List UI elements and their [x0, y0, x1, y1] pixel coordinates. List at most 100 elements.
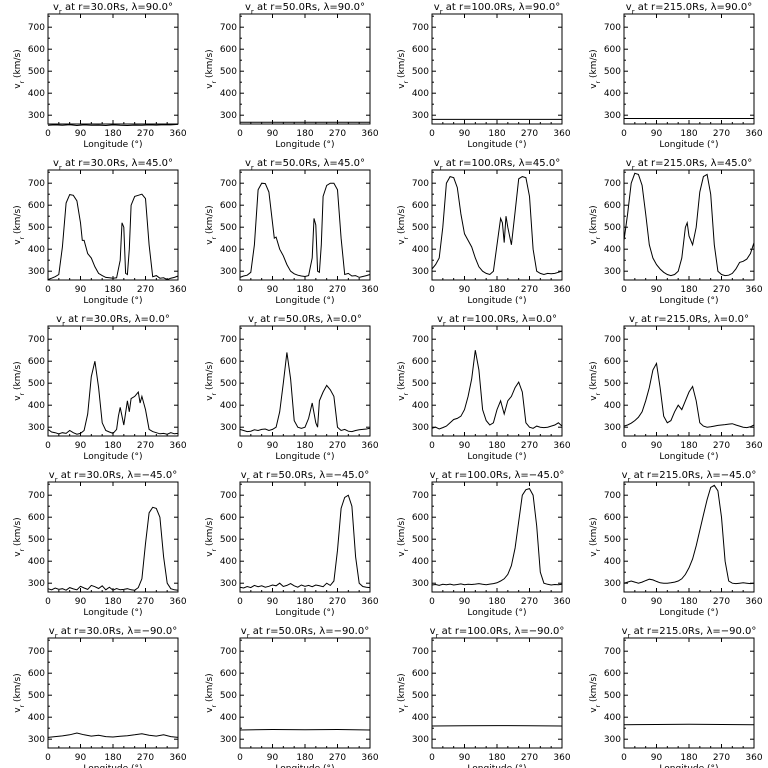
x-tick-label: 360 [361, 441, 378, 451]
x-tick-label: 360 [361, 129, 378, 139]
x-tick-label: 90 [75, 129, 87, 139]
x-tick-label: 360 [361, 597, 378, 607]
x-tick-label: 90 [459, 285, 471, 295]
y-axis-label: vr (km/s) [13, 517, 26, 556]
y-axis-label: vr (km/s) [589, 517, 602, 556]
y-tick-label: 700 [220, 335, 237, 345]
panel-r50.0-lat45.0: vr at r=50.0Rs, λ=45.0° 0 90 180 270 360 300 40… [205, 158, 379, 306]
x-tick-label: 360 [553, 753, 570, 763]
y-tick-label: 600 [604, 669, 621, 679]
plot-frame [47, 481, 179, 593]
x-tick-label: 360 [745, 441, 762, 451]
x-axis-label: Longitude (°) [275, 764, 334, 768]
plot-frame [239, 481, 371, 593]
y-tick-label: 500 [604, 67, 621, 77]
x-tick-label: 360 [745, 597, 762, 607]
x-tick-label: 360 [361, 753, 378, 763]
y-tick-label: 600 [412, 45, 429, 55]
x-tick-label: 180 [104, 129, 121, 139]
x-tick-label: 0 [45, 441, 51, 451]
x-axis-label: Longitude (°) [83, 140, 142, 150]
x-tick-label: 0 [45, 753, 51, 763]
series-line [47, 506, 179, 591]
plot-frame [623, 13, 755, 125]
y-tick-label: 600 [412, 513, 429, 523]
y-tick-label: 300 [412, 735, 429, 745]
y-tick-label: 600 [220, 669, 237, 679]
x-tick-label: 90 [459, 597, 471, 607]
x-tick-label: 0 [621, 753, 627, 763]
y-axis-label: vr (km/s) [397, 361, 410, 400]
y-tick-label: 500 [412, 223, 429, 233]
y-tick-label: 600 [604, 201, 621, 211]
y-tick-label: 600 [412, 201, 429, 211]
panel-title-text: at r=30.0Rs, λ=−45.0° [58, 470, 178, 481]
x-axis-label: Longitude (°) [83, 296, 142, 306]
y-axis-label: vr (km/s) [205, 49, 218, 88]
y-axis-label: vr (km/s) [397, 49, 410, 88]
x-tick-label: 270 [137, 441, 154, 451]
y-tick-label: 700 [28, 491, 45, 501]
y-tick-label: 400 [28, 89, 45, 99]
panel-title: vr at r=215.0Rs, λ=0.0° [629, 314, 749, 328]
y-tick-label: 700 [28, 647, 45, 657]
panel-title-text: at r=215.0Rs, λ=90.0° [635, 2, 753, 13]
plot-frame [239, 325, 371, 437]
panel-r50.0-lat−90.0: vr at r=50.0Rs, λ=−90.0° 0 90 180 270 360 300 4… [205, 626, 379, 768]
panel-title: vr at r=215.0Rs, λ=−90.0° [622, 626, 757, 640]
x-tick-label: 180 [296, 129, 313, 139]
x-axis-label: Longitude (°) [467, 452, 526, 462]
x-tick-label: 270 [713, 753, 730, 763]
y-axis-label: vr (km/s) [13, 49, 26, 88]
y-tick-label: 500 [220, 535, 237, 545]
x-tick-label: 0 [45, 285, 51, 295]
x-tick-label: 180 [104, 753, 121, 763]
y-tick-label: 700 [28, 23, 45, 33]
y-tick-label: 300 [412, 579, 429, 589]
panel-title: vr at r=100.0Rs, λ=45.0° [434, 158, 560, 172]
x-tick-label: 0 [429, 597, 435, 607]
y-tick-label: 500 [604, 223, 621, 233]
x-tick-label: 180 [488, 597, 505, 607]
plot-frame [431, 13, 563, 125]
x-tick-label: 90 [75, 285, 87, 295]
x-tick-label: 270 [521, 285, 538, 295]
panel-r100.0-lat90.0: vr at r=100.0Rs, λ=90.0° 0 90 180 270 360 300 4… [397, 2, 571, 150]
x-tick-label: 90 [651, 753, 663, 763]
y-axis-label: vr (km/s) [589, 361, 602, 400]
panel-title-text: at r=50.0Rs, λ=0.0° [257, 314, 362, 325]
panel-title: vr at r=100.0Rs, λ=0.0° [437, 314, 557, 328]
x-tick-label: 180 [296, 597, 313, 607]
y-tick-label: 300 [28, 579, 45, 589]
y-tick-label: 500 [604, 379, 621, 389]
x-tick-label: 180 [104, 441, 121, 451]
panel-title: vr at r=30.0Rs, λ=−45.0° [49, 470, 177, 484]
x-tick-label: 0 [237, 441, 243, 451]
x-tick-label: 0 [237, 753, 243, 763]
y-tick-label: 300 [220, 579, 237, 589]
panel-title: vr at r=50.0Rs, λ=−90.0° [241, 626, 369, 640]
x-tick-label: 360 [361, 285, 378, 295]
y-tick-label: 400 [220, 245, 237, 255]
x-axis-label: Longitude (°) [659, 764, 718, 768]
panel-title-text: at r=30.0Rs, λ=0.0° [65, 314, 170, 325]
x-tick-label: 270 [713, 285, 730, 295]
y-tick-label: 300 [220, 735, 237, 745]
y-tick-label: 700 [604, 335, 621, 345]
panel-title-text: at r=215.0Rs, λ=−90.0° [630, 626, 756, 637]
x-tick-label: 0 [429, 753, 435, 763]
x-tick-label: 360 [745, 753, 762, 763]
x-tick-label: 180 [680, 285, 697, 295]
y-tick-label: 600 [28, 513, 45, 523]
x-tick-label: 180 [104, 285, 121, 295]
panel-title: vr at r=30.0Rs, λ=−90.0° [49, 626, 177, 640]
panel-title-text: at r=100.0Rs, λ=90.0° [443, 2, 561, 13]
y-tick-label: 400 [220, 89, 237, 99]
y-tick-label: 300 [604, 111, 621, 121]
x-tick-label: 270 [329, 441, 346, 451]
y-tick-label: 300 [28, 267, 45, 277]
x-tick-label: 90 [459, 129, 471, 139]
x-tick-label: 180 [296, 285, 313, 295]
x-tick-label: 90 [267, 597, 279, 607]
